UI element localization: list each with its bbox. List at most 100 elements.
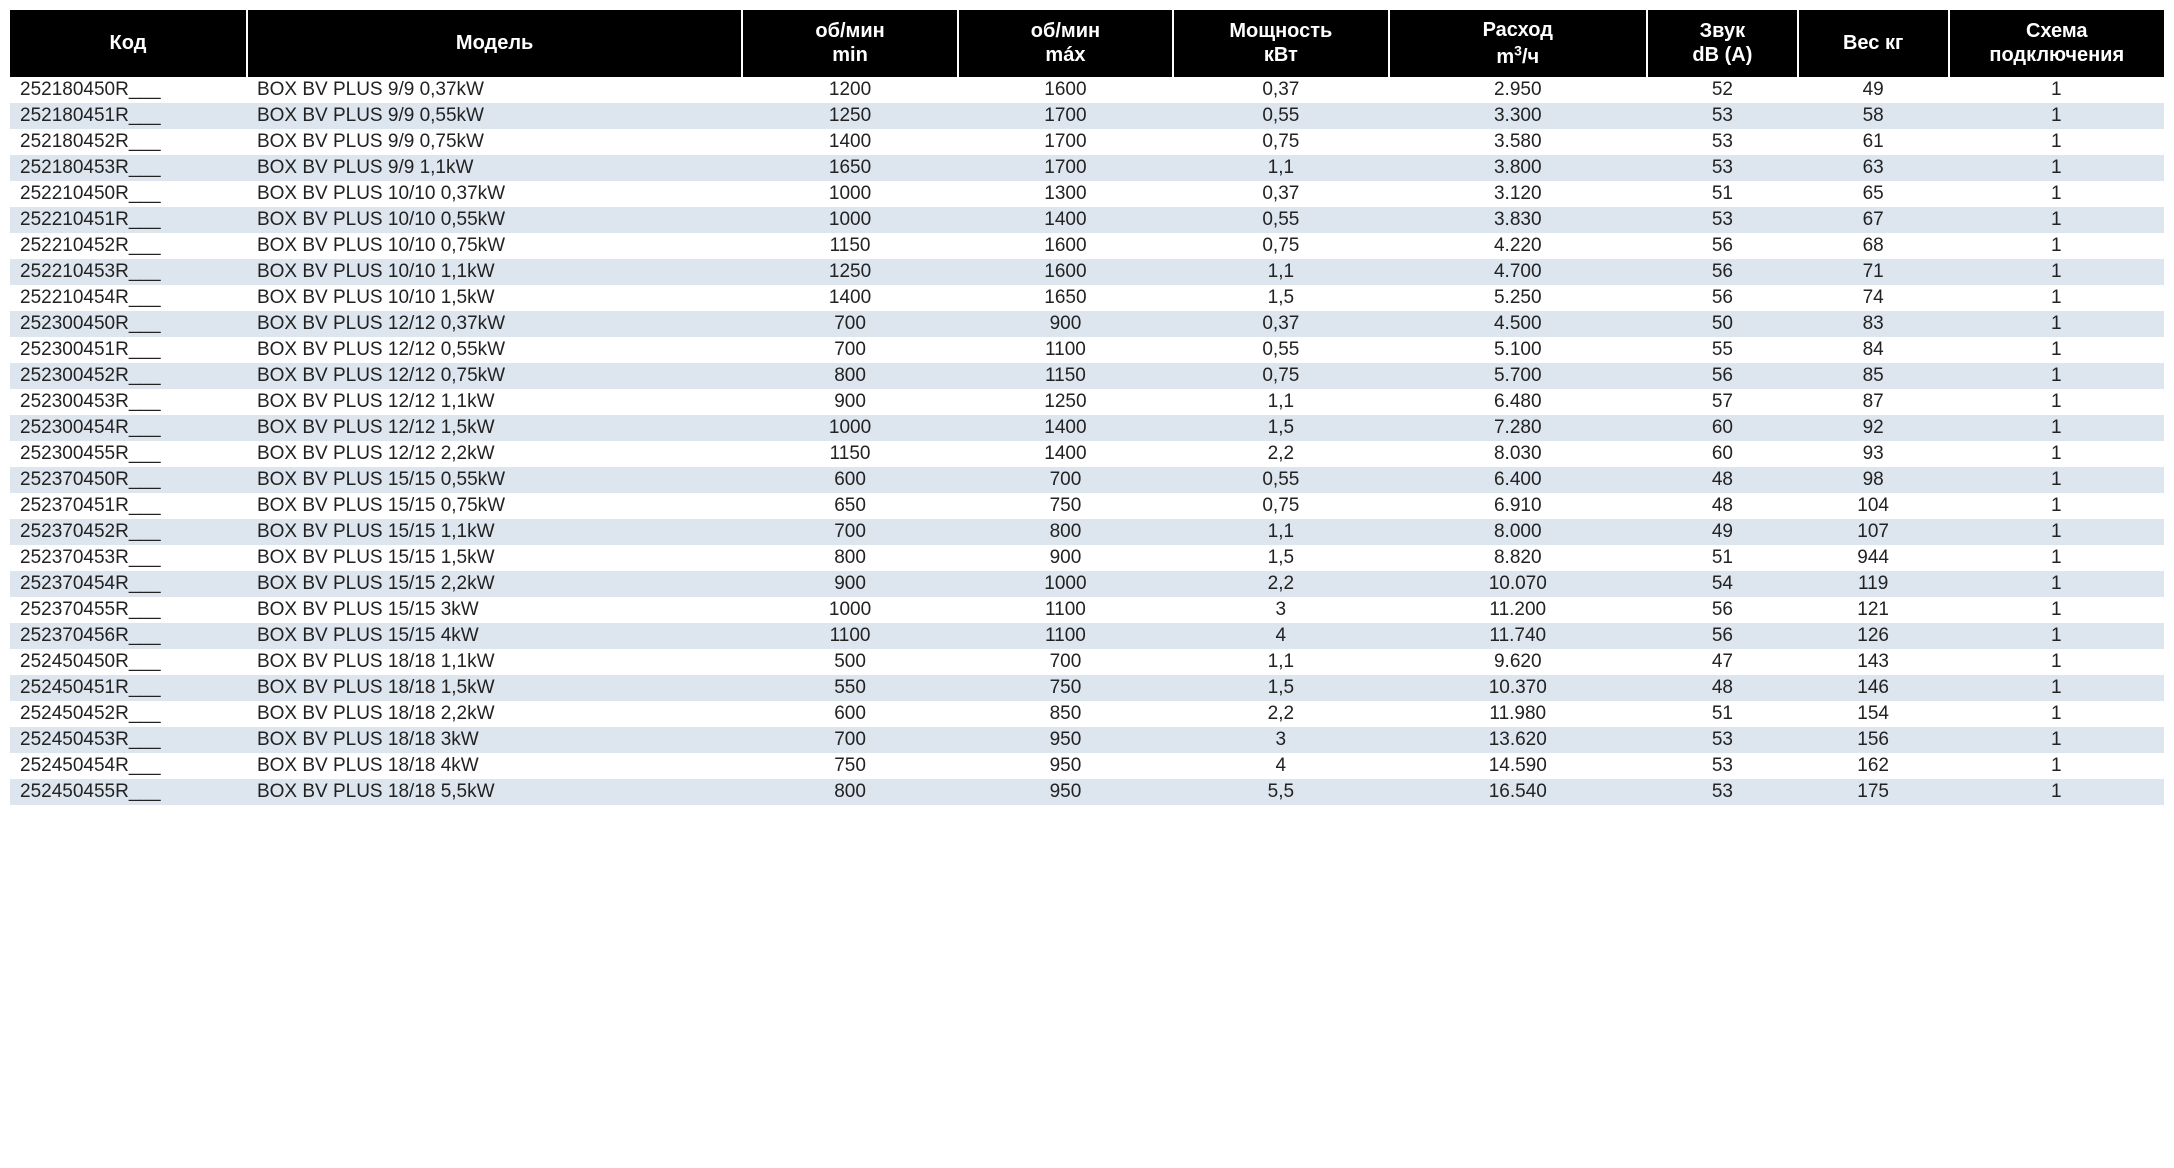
cell-sound: 53: [1647, 727, 1798, 753]
header-flow: Расходm3/ч: [1389, 10, 1647, 77]
cell-scheme: 1: [1949, 311, 2164, 337]
cell-model: BOX BV PLUS 15/15 4kW: [247, 623, 742, 649]
cell-rpmmin: 550: [742, 675, 957, 701]
cell-scheme: 1: [1949, 519, 2164, 545]
cell-code: 252450450R___: [10, 649, 247, 675]
table-row: 252300451R___BOX BV PLUS 12/12 0,55kW700…: [10, 337, 2164, 363]
cell-rpmmin: 800: [742, 779, 957, 805]
table-row: 252370452R___BOX BV PLUS 15/15 1,1kW7008…: [10, 519, 2164, 545]
table-header: КодМодельоб/минminоб/минmáxМощностькВтРа…: [10, 10, 2164, 77]
cell-rpmmax: 1600: [958, 233, 1173, 259]
cell-flow: 3.300: [1389, 103, 1647, 129]
cell-flow: 5.700: [1389, 363, 1647, 389]
cell-rpmmin: 900: [742, 571, 957, 597]
cell-sound: 56: [1647, 363, 1798, 389]
cell-flow: 16.540: [1389, 779, 1647, 805]
cell-model: BOX BV PLUS 10/10 0,55kW: [247, 207, 742, 233]
cell-sound: 56: [1647, 623, 1798, 649]
cell-model: BOX BV PLUS 15/15 1,1kW: [247, 519, 742, 545]
cell-sound: 55: [1647, 337, 1798, 363]
cell-rpmmax: 1150: [958, 363, 1173, 389]
cell-scheme: 1: [1949, 233, 2164, 259]
cell-flow: 6.480: [1389, 389, 1647, 415]
table-row: 252370456R___BOX BV PLUS 15/15 4kW110011…: [10, 623, 2164, 649]
table-row: 252180452R___BOX BV PLUS 9/9 0,75kW14001…: [10, 129, 2164, 155]
cell-power: 1,5: [1173, 545, 1388, 571]
header-model: Модель: [247, 10, 742, 77]
cell-rpmmax: 1400: [958, 415, 1173, 441]
table-row: 252370451R___BOX BV PLUS 15/15 0,75kW650…: [10, 493, 2164, 519]
cell-code: 252210453R___: [10, 259, 247, 285]
cell-rpmmax: 1650: [958, 285, 1173, 311]
cell-weight: 87: [1798, 389, 1949, 415]
cell-scheme: 1: [1949, 181, 2164, 207]
cell-sound: 53: [1647, 753, 1798, 779]
cell-model: BOX BV PLUS 15/15 0,75kW: [247, 493, 742, 519]
table-row: 252180451R___BOX BV PLUS 9/9 0,55kW12501…: [10, 103, 2164, 129]
cell-scheme: 1: [1949, 259, 2164, 285]
header-scheme: Схемаподключения: [1949, 10, 2164, 77]
cell-model: BOX BV PLUS 9/9 0,37kW: [247, 77, 742, 103]
cell-rpmmax: 1700: [958, 155, 1173, 181]
cell-rpmmin: 1250: [742, 259, 957, 285]
cell-power: 0,37: [1173, 311, 1388, 337]
table-row: 252300455R___BOX BV PLUS 12/12 2,2kW1150…: [10, 441, 2164, 467]
header-label-line1: Схема: [2026, 20, 2088, 42]
table-row: 252450452R___BOX BV PLUS 18/18 2,2kW6008…: [10, 701, 2164, 727]
cell-rpmmax: 1000: [958, 571, 1173, 597]
cell-weight: 119: [1798, 571, 1949, 597]
table-row: 252210454R___BOX BV PLUS 10/10 1,5kW1400…: [10, 285, 2164, 311]
cell-code: 252300455R___: [10, 441, 247, 467]
cell-code: 252180451R___: [10, 103, 247, 129]
cell-power: 1,5: [1173, 415, 1388, 441]
cell-code: 252450454R___: [10, 753, 247, 779]
cell-rpmmax: 1100: [958, 623, 1173, 649]
cell-power: 4: [1173, 623, 1388, 649]
cell-sound: 53: [1647, 779, 1798, 805]
cell-power: 1,1: [1173, 389, 1388, 415]
cell-scheme: 1: [1949, 701, 2164, 727]
cell-flow: 5.100: [1389, 337, 1647, 363]
table-row: 252370453R___BOX BV PLUS 15/15 1,5kW8009…: [10, 545, 2164, 571]
cell-power: 0,75: [1173, 493, 1388, 519]
cell-sound: 54: [1647, 571, 1798, 597]
header-label-line1: Расход: [1483, 19, 1553, 41]
cell-rpmmax: 750: [958, 493, 1173, 519]
cell-scheme: 1: [1949, 155, 2164, 181]
cell-scheme: 1: [1949, 727, 2164, 753]
cell-weight: 74: [1798, 285, 1949, 311]
cell-model: BOX BV PLUS 18/18 5,5kW: [247, 779, 742, 805]
cell-model: BOX BV PLUS 15/15 0,55kW: [247, 467, 742, 493]
cell-power: 1,1: [1173, 649, 1388, 675]
table-row: 252370455R___BOX BV PLUS 15/15 3kW100011…: [10, 597, 2164, 623]
cell-model: BOX BV PLUS 12/12 2,2kW: [247, 441, 742, 467]
cell-code: 252180453R___: [10, 155, 247, 181]
cell-code: 252300451R___: [10, 337, 247, 363]
cell-rpmmax: 1100: [958, 337, 1173, 363]
cell-power: 1,1: [1173, 519, 1388, 545]
cell-rpmmax: 1700: [958, 129, 1173, 155]
cell-code: 252210450R___: [10, 181, 247, 207]
cell-flow: 6.400: [1389, 467, 1647, 493]
cell-flow: 2.950: [1389, 77, 1647, 103]
cell-rpmmax: 800: [958, 519, 1173, 545]
header-label-line2: máx: [1045, 44, 1085, 66]
cell-flow: 3.580: [1389, 129, 1647, 155]
cell-sound: 47: [1647, 649, 1798, 675]
cell-rpmmax: 1400: [958, 207, 1173, 233]
cell-weight: 121: [1798, 597, 1949, 623]
cell-flow: 5.250: [1389, 285, 1647, 311]
cell-flow: 8.030: [1389, 441, 1647, 467]
table-row: 252300454R___BOX BV PLUS 12/12 1,5kW1000…: [10, 415, 2164, 441]
cell-sound: 48: [1647, 493, 1798, 519]
cell-power: 0,55: [1173, 337, 1388, 363]
cell-rpmmax: 1700: [958, 103, 1173, 129]
cell-rpmmax: 1400: [958, 441, 1173, 467]
cell-rpmmin: 800: [742, 545, 957, 571]
cell-rpmmin: 1000: [742, 415, 957, 441]
cell-flow: 10.370: [1389, 675, 1647, 701]
cell-power: 1,5: [1173, 285, 1388, 311]
cell-model: BOX BV PLUS 9/9 0,75kW: [247, 129, 742, 155]
spec-table: КодМодельоб/минminоб/минmáxМощностькВтРа…: [10, 10, 2164, 805]
table-row: 252300453R___BOX BV PLUS 12/12 1,1kW9001…: [10, 389, 2164, 415]
